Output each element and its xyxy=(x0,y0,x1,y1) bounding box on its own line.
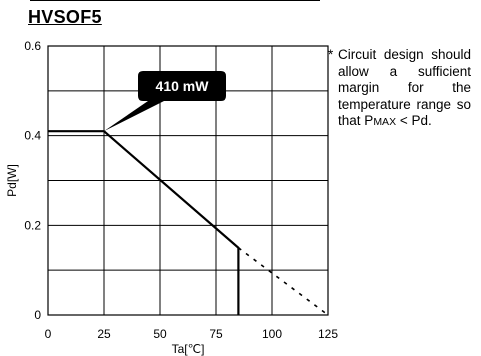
annotation-callout: 410 mW xyxy=(104,71,226,132)
annotation-bubble xyxy=(104,71,226,132)
x-tick-label-1: 25 xyxy=(97,327,111,341)
y-tick-label-3: 0.6 xyxy=(24,39,41,53)
x-tick-label-2: 50 xyxy=(153,327,167,341)
figure-title: HVSOF5 xyxy=(28,7,102,27)
y-tick-label-2: 0.4 xyxy=(24,129,41,143)
pmax-symbol: PMAX xyxy=(364,113,397,128)
header-rule xyxy=(30,0,320,1)
series-line-0 xyxy=(48,130,240,315)
pmax-comparison: < Pd. xyxy=(396,113,432,128)
x-axis-label: Ta[℃] xyxy=(172,342,205,356)
annotation-label: 410 mW xyxy=(156,78,210,94)
plot-frame xyxy=(47,45,329,316)
x-tick-label-0: 0 xyxy=(45,327,52,341)
y-tick-label-1: 0.2 xyxy=(24,218,41,232)
tick-labels: 0 25 50 75 100 125 0 0.2 0.4 0.6 xyxy=(24,39,338,341)
note-marker: * xyxy=(328,47,334,62)
series-layer xyxy=(48,130,329,316)
design-note: Circuit design should allow a sufficient… xyxy=(338,47,471,131)
design-note-text: Circuit design should allow a sufficient… xyxy=(338,47,471,128)
x-tick-label-3: 75 xyxy=(209,327,223,341)
x-tick-label-5: 125 xyxy=(318,327,338,341)
y-tick-label-0: 0 xyxy=(34,308,41,322)
y-axis-label: Pd[W] xyxy=(5,164,19,197)
series-line-1 xyxy=(237,247,329,316)
x-tick-label-4: 100 xyxy=(262,327,282,341)
